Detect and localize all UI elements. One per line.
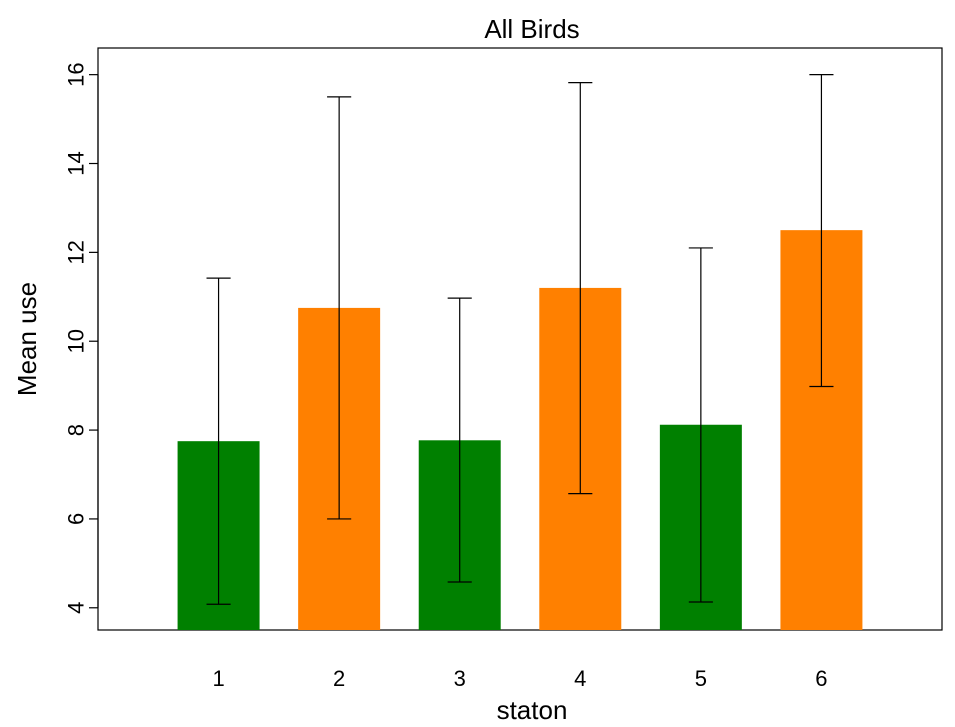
y-tick-label-4: 4 — [64, 602, 89, 614]
y-axis-title: Mean use — [12, 282, 42, 396]
y-tick-label-16: 16 — [64, 62, 89, 86]
error-bars-group — [206, 74, 834, 605]
x-tick-label-5: 5 — [695, 666, 707, 691]
y-tick-label-6: 6 — [64, 513, 89, 525]
x-tick-label-4: 4 — [574, 666, 586, 691]
y-tick-label-14: 14 — [64, 151, 89, 175]
x-tick-label-6: 6 — [815, 666, 827, 691]
x-tick-label-2: 2 — [333, 666, 345, 691]
x-axis-title: staton — [497, 695, 568, 725]
y-axis: 4 6 8 10 12 14 16 — [64, 62, 99, 614]
x-axis: 1 2 3 4 5 6 — [212, 666, 827, 691]
y-tick-label-10: 10 — [64, 329, 89, 353]
y-tick-label-8: 8 — [64, 424, 89, 436]
x-tick-label-1: 1 — [212, 666, 224, 691]
x-tick-label-3: 3 — [454, 666, 466, 691]
y-tick-label-12: 12 — [64, 240, 89, 264]
bars-group — [177, 230, 863, 631]
chart-title: All Birds — [484, 14, 579, 44]
